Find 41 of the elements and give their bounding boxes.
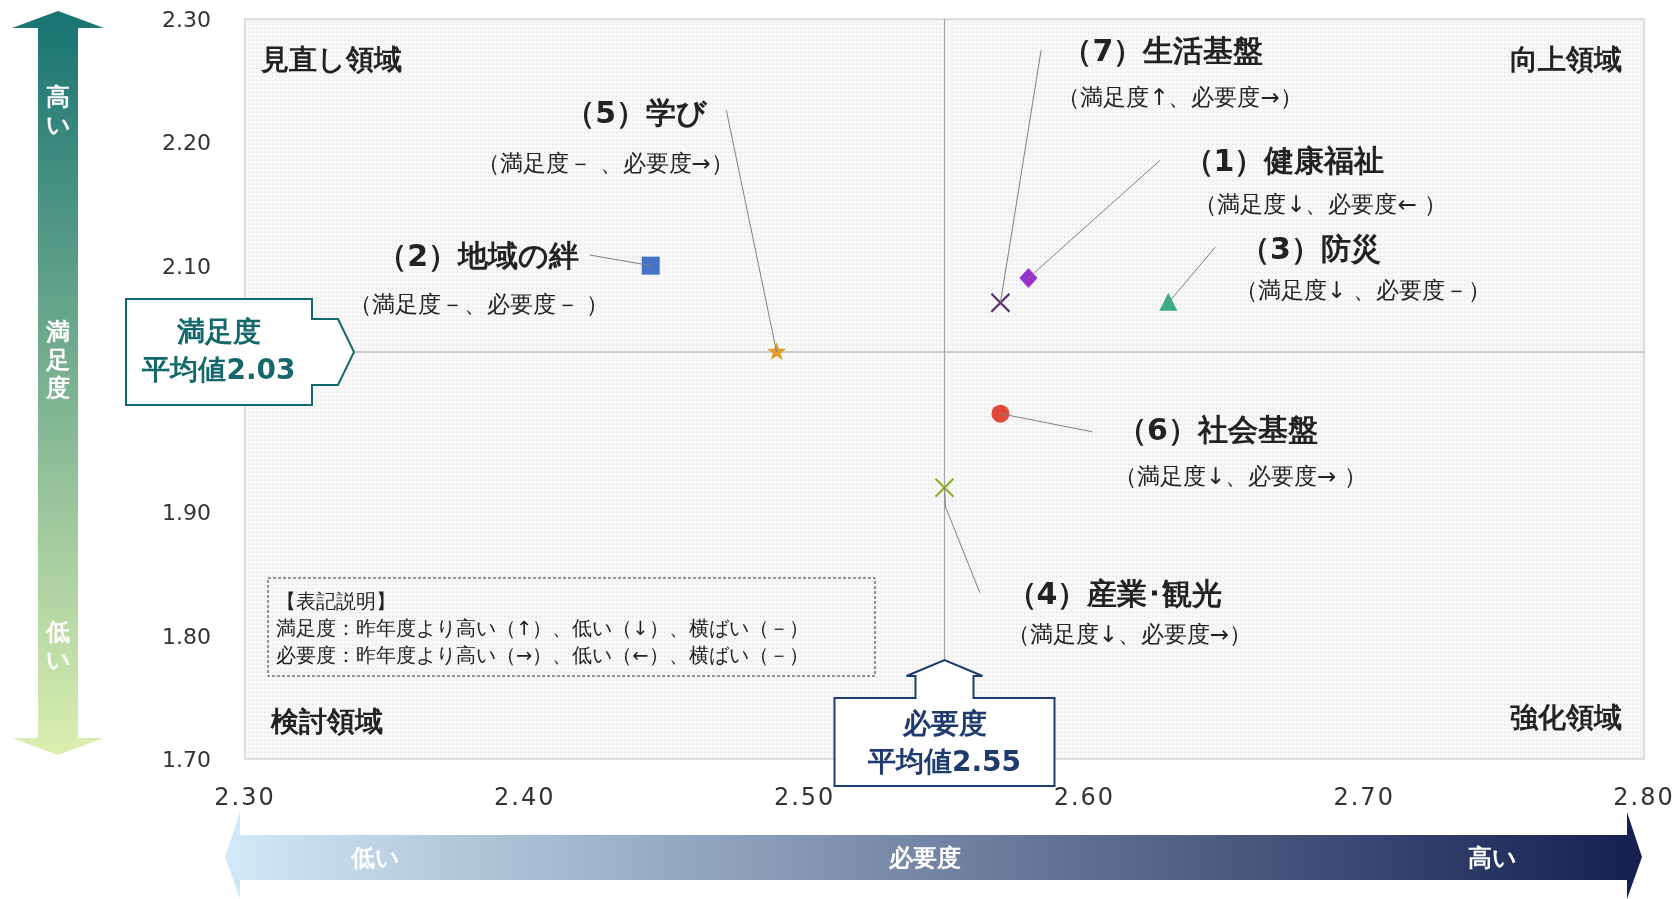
callout-x: 必要度平均値2.55 — [833, 658, 1056, 787]
text: （5）学び — [565, 95, 709, 131]
annotation: （満足度↑、必要度→） — [1057, 83, 1303, 110]
x-axis-title: 必要度 — [888, 844, 961, 872]
text: （3）防災 — [1240, 230, 1381, 266]
annotation: 満足度：昨年度より高い（↑）、低い（↓）、横ばい（－） — [276, 617, 809, 640]
y-tick-label: 2.20 — [162, 130, 211, 156]
annotation: 必要度：昨年度より高い（→）、低い（←）、横ばい（－） — [276, 644, 809, 667]
text: （1）健康福祉 — [1183, 142, 1385, 178]
annotation: 検討領域 — [270, 705, 383, 738]
y-tick-label: 1.80 — [162, 623, 211, 649]
annotation: （満足度↓ 、必要度－） — [1234, 277, 1492, 304]
annotation: （満足度↓、必要度← ） — [1194, 190, 1448, 217]
text: （4）産業･観光 — [1006, 576, 1223, 612]
x-tick-label: 2.80 — [1613, 783, 1675, 811]
y-tick-label: 2.30 — [162, 7, 211, 32]
x-tick-label: 2.50 — [773, 783, 836, 811]
annotation: 【表記説明】 — [276, 590, 396, 613]
y-tick-label: 2.10 — [162, 253, 211, 279]
annotation: 向上領域 — [1510, 43, 1622, 76]
y-tick-label: 1.70 — [162, 747, 211, 772]
ref-line-label: 必要度平均値2.55 — [866, 707, 1022, 778]
text: （2）地域の絆 — [377, 237, 580, 273]
text: （6）社会基盤 — [1117, 412, 1318, 448]
annotation: 見直し領域 — [260, 43, 402, 76]
note-box: 【表記説明】 満足度：昨年度より高い（↑）、低い（↓）、横ばい（－） 必要度：昨年度より高い（→）、低い（←）、横ばい（－） — [267, 577, 876, 677]
ref-line-label: 満足度平均値2.03 — [141, 315, 296, 386]
callout-y: 満足度平均値2.03 — [125, 298, 356, 406]
axis-arrow-y: 高い 満足度 低い — [12, 11, 104, 755]
x-tick-label: 2.40 — [494, 783, 556, 811]
annotation: （満足度↓、必要度→） — [1006, 620, 1253, 647]
y-axis-title: 満足度 — [45, 318, 70, 402]
x-tick-label: 2.70 — [1333, 783, 1395, 811]
x-tick-label: 2.60 — [1053, 783, 1116, 811]
annotation: （満足度↓、必要度→ ） — [1113, 463, 1367, 490]
x-tick-label: 2.30 — [214, 783, 276, 811]
annotation: （満足度－ 、必要度→） — [477, 150, 734, 177]
y-tick-label: 1.90 — [162, 500, 211, 526]
text: （7）生活基盤 — [1062, 32, 1264, 68]
annotation: 強化領域 — [1510, 701, 1622, 734]
axis-arrow-x: 低い 必要度 高い — [225, 812, 1642, 899]
